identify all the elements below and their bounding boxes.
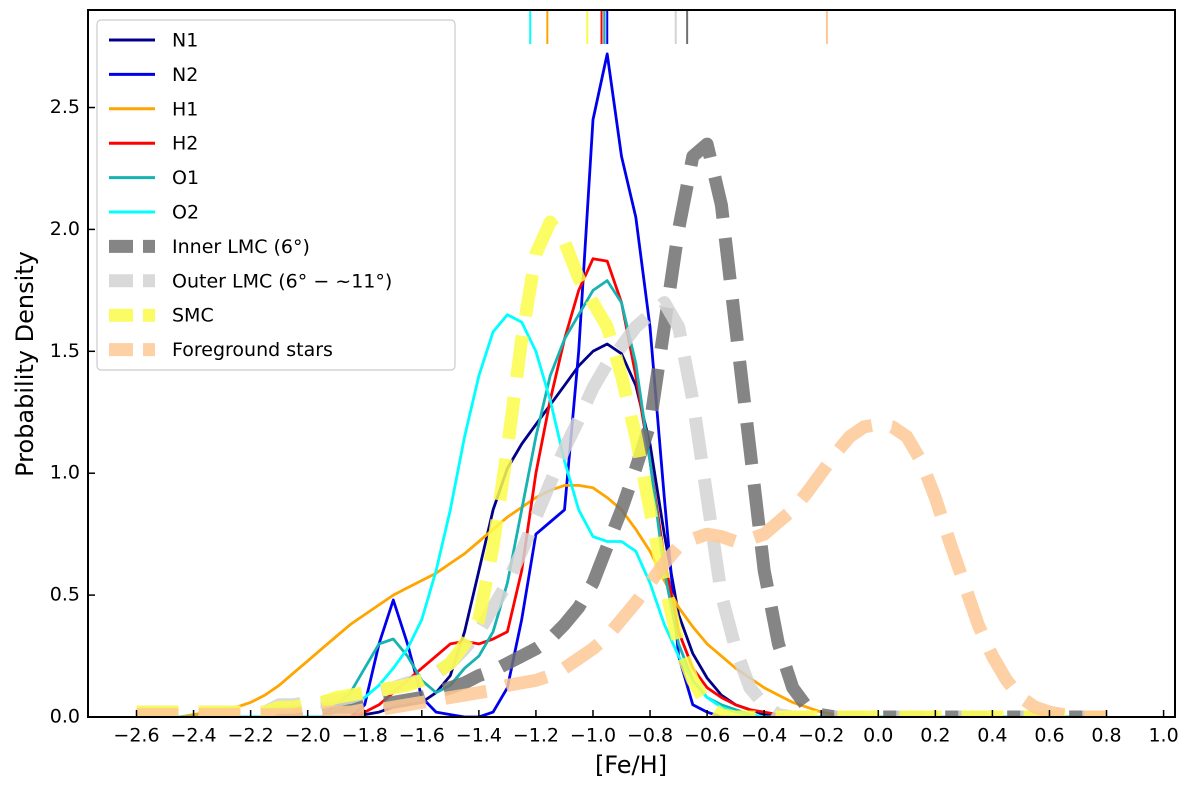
y-tick-label: 2.0	[50, 218, 80, 240]
x-tick-label: −2.6	[113, 725, 159, 747]
x-tick-label: 0.0	[863, 725, 893, 747]
legend-label: SMC	[172, 305, 214, 327]
x-tick-label: −0.6	[684, 725, 730, 747]
x-tick-label: −2.4	[170, 725, 216, 747]
legend-label: H1	[172, 98, 198, 120]
x-tick-label: 0.6	[1034, 725, 1064, 747]
x-tick-label: −1.4	[456, 725, 502, 747]
legend-label: O1	[172, 167, 199, 189]
x-axis-label: [Fe/H]	[595, 751, 667, 779]
kde-line	[136, 52, 1107, 717]
kde-line	[136, 215, 1107, 717]
x-tick-label: −1.8	[342, 725, 388, 747]
x-tick-label: −1.0	[570, 725, 616, 747]
legend-box	[96, 19, 456, 371]
legend-label: Inner LMC (6°)	[172, 236, 310, 258]
y-tick-label: 2.5	[50, 96, 80, 118]
kde-line	[136, 342, 1107, 717]
legend-label: Outer LMC (6° − ~11°)	[172, 270, 392, 292]
y-tick-label: 0.0	[50, 706, 80, 728]
x-tick-label: 0.2	[920, 725, 950, 747]
frame	[87, 9, 1176, 718]
x-tick-label: −1.6	[399, 725, 445, 747]
x-tick-label: −2.2	[228, 725, 274, 747]
x-tick-label: −0.4	[741, 725, 787, 747]
x-tick-label: 1.0	[1148, 725, 1178, 747]
series-group	[136, 52, 1107, 717]
y-axis-label: Probability Density	[11, 251, 39, 477]
legend-label: N1	[172, 30, 198, 52]
x-tick-label: −2.0	[285, 725, 331, 747]
legend-label: Foreground stars	[172, 339, 333, 361]
kde-line	[136, 417, 1107, 717]
legend-label: H2	[172, 133, 198, 155]
x-tick-label: −0.2	[798, 725, 844, 747]
y-tick-label: 0.5	[50, 584, 80, 606]
kde-line	[136, 279, 1107, 717]
legend-label: N2	[172, 64, 198, 86]
legend-label: O2	[172, 202, 199, 224]
x-tick-label: −1.2	[513, 725, 559, 747]
kde-line	[136, 313, 1107, 717]
y-tick-label: 1.0	[50, 462, 80, 484]
x-tick-label: 0.8	[1091, 725, 1121, 747]
x-tick-label: −0.8	[627, 725, 673, 747]
y-tick-label: 1.5	[50, 340, 80, 362]
x-tick-label: 0.4	[977, 725, 1007, 747]
